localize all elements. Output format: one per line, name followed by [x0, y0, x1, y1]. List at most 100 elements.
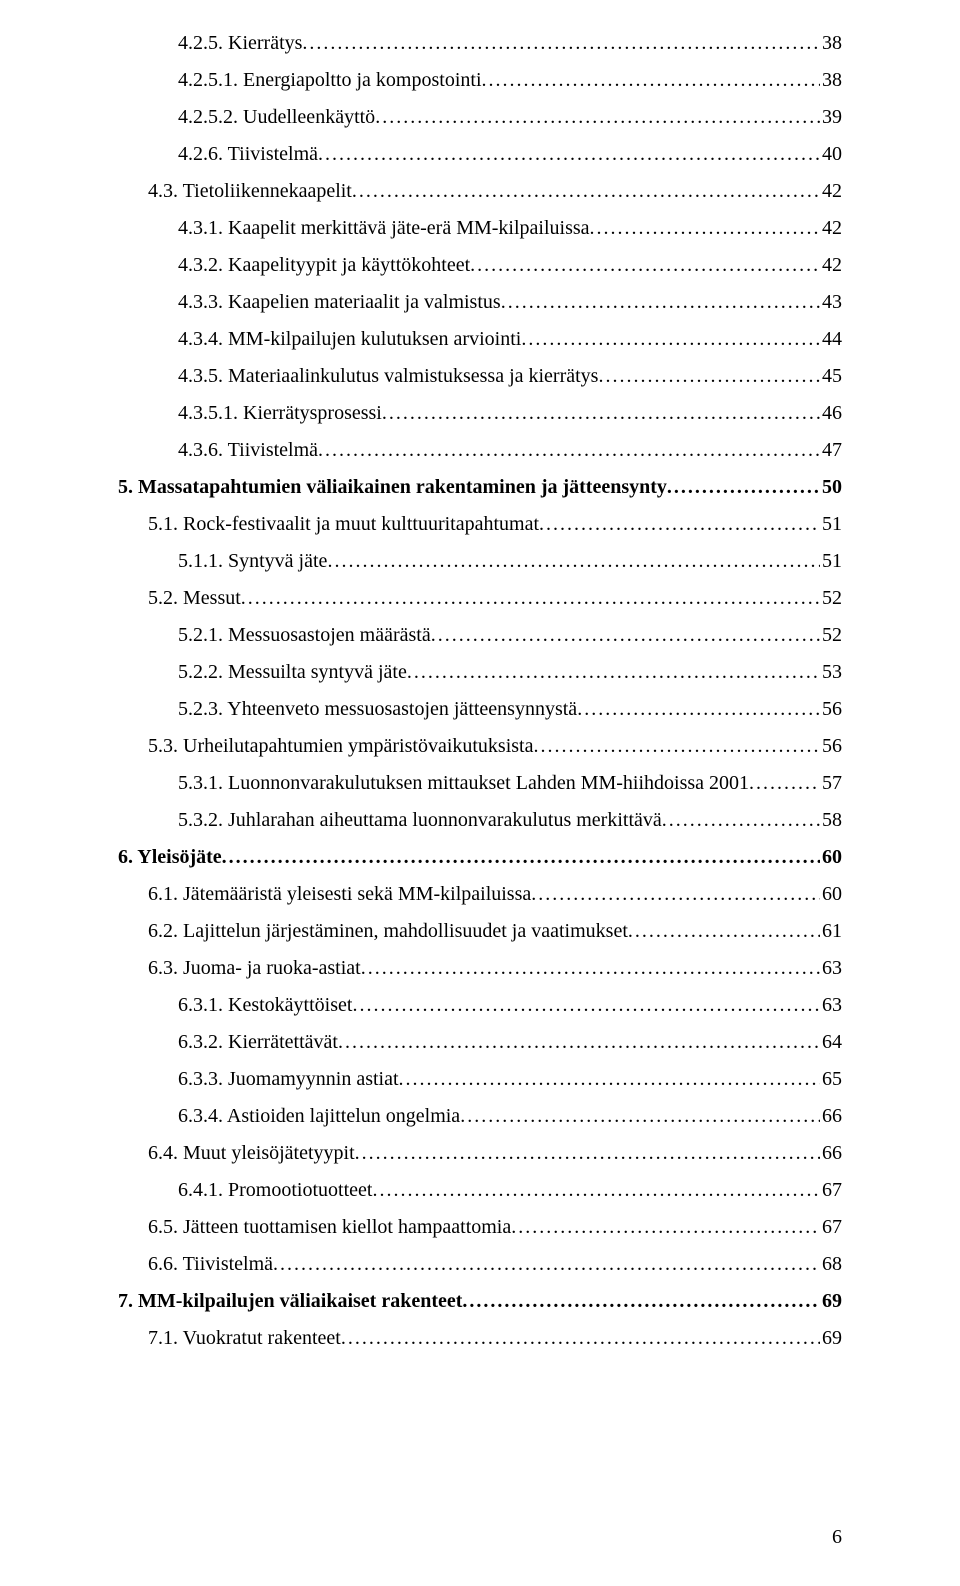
- toc-entry: 4.2.5.1. Energiapoltto ja kompostointi 38: [118, 62, 842, 99]
- toc-entry-label: 4.2.5. Kierrätys: [178, 25, 302, 62]
- toc-entry-label: 5.1. Rock-festivaalit ja muut kulttuurit…: [148, 506, 539, 543]
- toc-leader-dots: [531, 876, 820, 913]
- toc-entry-page: 51: [820, 543, 842, 580]
- toc-entry-label: 5. Massatapahtumien väliaikainen rakenta…: [118, 469, 667, 506]
- toc-leader-dots: [577, 691, 820, 728]
- toc-leader-dots: [302, 25, 820, 62]
- toc-entry-label: 5.1.1. Syntyvä jäte: [178, 543, 327, 580]
- toc-entry: 5.2.3. Yhteenveto messuosastojen jätteen…: [118, 691, 842, 728]
- toc-entry: 6.3.2. Kierrätettävät64: [118, 1024, 842, 1061]
- toc-leader-dots: [399, 1061, 820, 1098]
- toc-leader-dots: [590, 210, 820, 247]
- toc-entry: 7.1. Vuokratut rakenteet 69: [118, 1320, 842, 1357]
- toc-entry-page: 52: [820, 617, 842, 654]
- toc-leader-dots: [318, 136, 820, 173]
- toc-entry: 4.3.5. Materiaalinkulutus valmistuksessa…: [118, 358, 842, 395]
- toc-entry-label: 5.2.3. Yhteenveto messuosastojen jätteen…: [178, 691, 577, 728]
- toc-entry-page: 69: [820, 1320, 842, 1357]
- toc-entry-page: 58: [820, 802, 842, 839]
- toc-leader-dots: [355, 1135, 820, 1172]
- toc-entry-page: 61: [820, 913, 842, 950]
- toc-entry-label: 5.3.2. Juhlarahan aiheuttama luonnonvara…: [178, 802, 662, 839]
- toc-entry: 4.3.2. Kaapelityypit ja käyttökohteet42: [118, 247, 842, 284]
- toc-entry-label: 4.3.5. Materiaalinkulutus valmistuksessa…: [178, 358, 598, 395]
- toc-entry: 4.2.5.2. Uudelleenkäyttö39: [118, 99, 842, 136]
- toc-leader-dots: [460, 1098, 820, 1135]
- toc-entry-page: 66: [820, 1098, 842, 1135]
- toc-entry: 6.3.4. Astioiden lajittelun ongelmia 66: [118, 1098, 842, 1135]
- toc-entry-label: 6.1. Jätemääristä yleisesti sekä MM-kilp…: [148, 876, 531, 913]
- toc-entry-page: 42: [820, 173, 842, 210]
- toc-entry: 5.1. Rock-festivaalit ja muut kulttuurit…: [118, 506, 842, 543]
- toc-leader-dots: [482, 62, 821, 99]
- toc-entry-page: 40: [820, 136, 842, 173]
- toc-entry: 6.3.3. Juomamyynnin astiat 65: [118, 1061, 842, 1098]
- toc-entry-label: 4.3. Tietoliikennekaapelit: [148, 173, 352, 210]
- toc-entry: 4.2.5. Kierrätys38: [118, 25, 842, 62]
- toc-entry-label: 6.3.4. Astioiden lajittelun ongelmia: [178, 1098, 460, 1135]
- toc-entry-label: 4.3.4. MM-kilpailujen kulutuksen arvioin…: [178, 321, 521, 358]
- toc-entry-page: 68: [820, 1246, 842, 1283]
- toc-leader-dots: [273, 1246, 820, 1283]
- toc-entry: 5.3.2. Juhlarahan aiheuttama luonnonvara…: [118, 802, 842, 839]
- toc-leader-dots: [341, 1320, 820, 1357]
- toc-entry-label: 5.2.1. Messuosastojen määrästä: [178, 617, 431, 654]
- toc-leader-dots: [407, 654, 820, 691]
- page-number: 6: [832, 1519, 842, 1556]
- toc-entry: 6.6. Tiivistelmä 68: [118, 1246, 842, 1283]
- toc-entry: 6.2. Lajittelun järjestäminen, mahdollis…: [118, 913, 842, 950]
- toc-entry-page: 51: [820, 506, 842, 543]
- toc-entry-page: 66: [820, 1135, 842, 1172]
- toc-entry-label: 6.4. Muut yleisöjätetyypit: [148, 1135, 355, 1172]
- toc-leader-dots: [539, 506, 820, 543]
- toc-entry-page: 69: [820, 1283, 842, 1320]
- toc-entry: 4.3.1. Kaapelit merkittävä jäte-erä MM-k…: [118, 210, 842, 247]
- table-of-contents: 4.2.5. Kierrätys384.2.5.1. Energiapoltto…: [118, 25, 842, 1357]
- toc-entry-page: 45: [820, 358, 842, 395]
- toc-entry: 4.3.3. Kaapelien materiaalit ja valmistu…: [118, 284, 842, 321]
- toc-entry-label: 6.6. Tiivistelmä: [148, 1246, 273, 1283]
- toc-entry-label: 4.2.5.2. Uudelleenkäyttö: [178, 99, 375, 136]
- toc-entry: 5.1.1. Syntyvä jäte 51: [118, 543, 842, 580]
- toc-entry-page: 63: [820, 987, 842, 1024]
- toc-entry-label: 5.3.1. Luonnonvarakulutuksen mittaukset …: [178, 765, 749, 802]
- toc-entry: 5.2.1. Messuosastojen määrästä 52: [118, 617, 842, 654]
- toc-leader-dots: [327, 543, 820, 580]
- toc-entry: 6. Yleisöjäte60: [118, 839, 842, 876]
- toc-entry-page: 46: [820, 395, 842, 432]
- toc-entry-page: 67: [820, 1209, 842, 1246]
- toc-leader-dots: [667, 469, 820, 506]
- toc-entry-page: 52: [820, 580, 842, 617]
- toc-leader-dots: [241, 580, 820, 617]
- toc-entry-label: 4.2.5.1. Energiapoltto ja kompostointi: [178, 62, 482, 99]
- toc-entry-page: 44: [820, 321, 842, 358]
- toc-leader-dots: [628, 913, 820, 950]
- toc-entry-page: 38: [820, 62, 842, 99]
- toc-leader-dots: [375, 99, 820, 136]
- toc-entry: 5.3.1. Luonnonvarakulutuksen mittaukset …: [118, 765, 842, 802]
- toc-entry: 5.3. Urheilutapahtumien ympäristövaikutu…: [118, 728, 842, 765]
- toc-entry-label: 4.3.6. Tiivistelmä: [178, 432, 318, 469]
- toc-entry-page: 65: [820, 1061, 842, 1098]
- toc-leader-dots: [501, 284, 820, 321]
- toc-entry-label: 6.3. Juoma- ja ruoka-astiat: [148, 950, 361, 987]
- toc-entry-page: 56: [820, 691, 842, 728]
- toc-entry: 4.3. Tietoliikennekaapelit 42: [118, 173, 842, 210]
- toc-entry-page: 63: [820, 950, 842, 987]
- toc-leader-dots: [372, 1172, 820, 1209]
- toc-entry-label: 6.3.3. Juomamyynnin astiat: [178, 1061, 399, 1098]
- toc-entry: 4.3.4. MM-kilpailujen kulutuksen arvioin…: [118, 321, 842, 358]
- toc-leader-dots: [462, 1283, 820, 1320]
- toc-leader-dots: [352, 987, 820, 1024]
- toc-entry-page: 57: [820, 765, 842, 802]
- toc-leader-dots: [318, 432, 820, 469]
- toc-entry-label: 7.1. Vuokratut rakenteet: [148, 1320, 341, 1357]
- toc-leader-dots: [431, 617, 820, 654]
- toc-entry: 6.3.1. Kestokäyttöiset63: [118, 987, 842, 1024]
- toc-entry: 7. MM-kilpailujen väliaikaiset rakenteet…: [118, 1283, 842, 1320]
- toc-leader-dots: [352, 173, 820, 210]
- toc-entry: 4.2.6. Tiivistelmä40: [118, 136, 842, 173]
- toc-entry-label: 7. MM-kilpailujen väliaikaiset rakenteet: [118, 1283, 462, 1320]
- toc-leader-dots: [749, 765, 820, 802]
- toc-entry-page: 53: [820, 654, 842, 691]
